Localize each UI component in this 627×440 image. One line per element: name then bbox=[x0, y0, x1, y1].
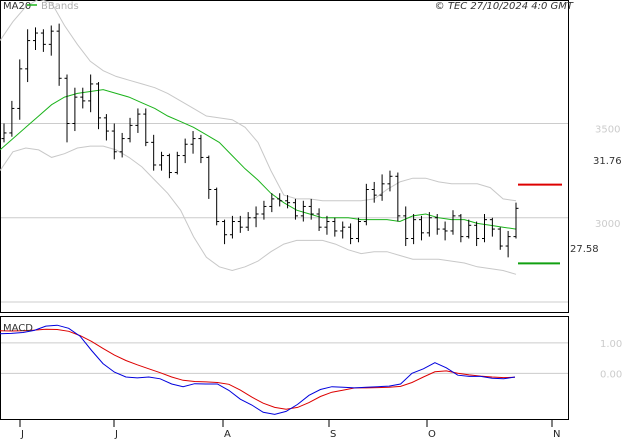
ohlc-bar bbox=[387, 170, 393, 192]
copyright-text: © TEC 27/10/2024 4:0 GMT bbox=[435, 1, 574, 12]
ohlc-bar bbox=[481, 213, 487, 243]
ohlc-bar bbox=[72, 87, 78, 132]
price-y-tick-label: 3500 bbox=[595, 125, 620, 136]
ohlc-bar bbox=[300, 200, 306, 222]
x-tick-label: J bbox=[20, 429, 24, 440]
ohlc-bar bbox=[96, 82, 102, 130]
ohlc-bar bbox=[222, 219, 228, 245]
macd-line bbox=[0, 324, 516, 415]
ohlc-bar bbox=[292, 198, 298, 220]
x-tick-label: J bbox=[114, 429, 118, 440]
ohlc-bar bbox=[355, 217, 361, 243]
ohlc-bar bbox=[497, 227, 503, 250]
ohlc-bar bbox=[269, 193, 275, 213]
ohlc-bar bbox=[426, 212, 432, 237]
ohlc-bar bbox=[206, 155, 212, 199]
x-tick-label: A bbox=[224, 429, 231, 440]
signal-line bbox=[0, 328, 516, 410]
ohlc-bar bbox=[348, 223, 354, 245]
ohlc-bar bbox=[418, 215, 424, 241]
macd-y-tick-label: 0.00 bbox=[600, 369, 622, 380]
bband-lower-line bbox=[0, 145, 517, 275]
ohlc-bar bbox=[1, 123, 7, 143]
ohlc-bar bbox=[64, 74, 70, 143]
ohlc-bar bbox=[458, 213, 464, 243]
ohlc-bar bbox=[17, 59, 23, 120]
ohlc-bar bbox=[166, 153, 172, 179]
ohlc-bar bbox=[363, 183, 369, 226]
ohlc-bar bbox=[332, 217, 338, 237]
grid-lines bbox=[1, 123, 568, 374]
support-label: 27.58 bbox=[570, 244, 599, 255]
ohlc-bar bbox=[135, 108, 141, 133]
ohlc-bar bbox=[403, 206, 409, 247]
ohlc-bar bbox=[174, 151, 180, 175]
ohlc-bar bbox=[229, 215, 235, 239]
ohlc-bar bbox=[261, 200, 267, 220]
price-panel-frame bbox=[0, 0, 569, 313]
ohlc-bar bbox=[127, 117, 133, 143]
x-tick-label: N bbox=[553, 429, 560, 440]
ohlc-bar bbox=[111, 123, 117, 160]
ohlc-bar bbox=[56, 23, 62, 86]
legend-ma20: MA20 bbox=[3, 1, 31, 12]
ohlc-bar bbox=[190, 131, 196, 154]
legend-bbands: BBands bbox=[41, 1, 79, 12]
ohlc-bar bbox=[198, 134, 204, 164]
ohlc-bar bbox=[80, 87, 86, 109]
price-bars bbox=[1, 23, 519, 258]
ohlc-bar bbox=[513, 202, 519, 239]
macd-panel-frame bbox=[0, 316, 569, 420]
ohlc-bar bbox=[33, 27, 39, 51]
ohlc-bar bbox=[9, 100, 15, 137]
x-tick-label: O bbox=[428, 429, 436, 440]
ohlc-bar bbox=[466, 219, 472, 239]
x-tick-label: S bbox=[330, 429, 336, 440]
ohlc-bar bbox=[442, 221, 448, 241]
macd-title: MACD bbox=[3, 323, 33, 334]
ohlc-bar bbox=[214, 187, 220, 226]
ohlc-bar bbox=[340, 221, 346, 239]
ohlc-bar bbox=[434, 213, 440, 235]
ohlc-bar bbox=[25, 29, 31, 83]
ohlc-bar bbox=[450, 210, 456, 235]
ohlc-bar bbox=[379, 174, 385, 201]
macd-lines bbox=[0, 324, 516, 415]
ohlc-bar bbox=[182, 138, 188, 164]
ohlc-bar bbox=[48, 25, 54, 56]
ma20-line bbox=[0, 89, 517, 230]
ohlc-bar bbox=[237, 215, 243, 233]
ohlc-bar bbox=[151, 134, 157, 171]
ohlc-bar bbox=[285, 195, 291, 209]
ohlc-bar bbox=[277, 193, 283, 207]
macd-y-tick-label: 1.00 bbox=[600, 339, 622, 350]
bband-upper-line bbox=[0, 0, 517, 202]
ohlc-bar bbox=[371, 181, 377, 203]
ohlc-bar bbox=[489, 217, 495, 237]
levels bbox=[518, 183, 562, 265]
ohlc-bar bbox=[88, 74, 94, 113]
ohlc-bar bbox=[159, 151, 165, 171]
resistance-label: 31.76 bbox=[593, 156, 622, 167]
ohlc-bar bbox=[308, 198, 314, 220]
ohlc-bar bbox=[253, 206, 259, 228]
price-y-tick-label: 3000 bbox=[595, 219, 620, 230]
ohlc-bar bbox=[505, 230, 511, 258]
axis-ticks: 3500 3000 1.00 0.00 J J A S O N bbox=[19, 125, 622, 440]
ohlc-bar bbox=[411, 213, 417, 245]
ohlc-bar bbox=[324, 215, 330, 235]
ohlc-bar bbox=[316, 208, 322, 231]
ohlc-bar bbox=[143, 108, 149, 147]
ohlc-bar bbox=[103, 114, 109, 141]
bollinger-bands bbox=[0, 0, 517, 275]
ma20-line bbox=[0, 89, 517, 230]
ohlc-bar bbox=[474, 221, 480, 247]
ohlc-bar bbox=[119, 132, 125, 158]
ohlc-bar bbox=[40, 29, 46, 52]
ohlc-bar bbox=[245, 212, 251, 231]
ohlc-bar bbox=[395, 172, 401, 222]
